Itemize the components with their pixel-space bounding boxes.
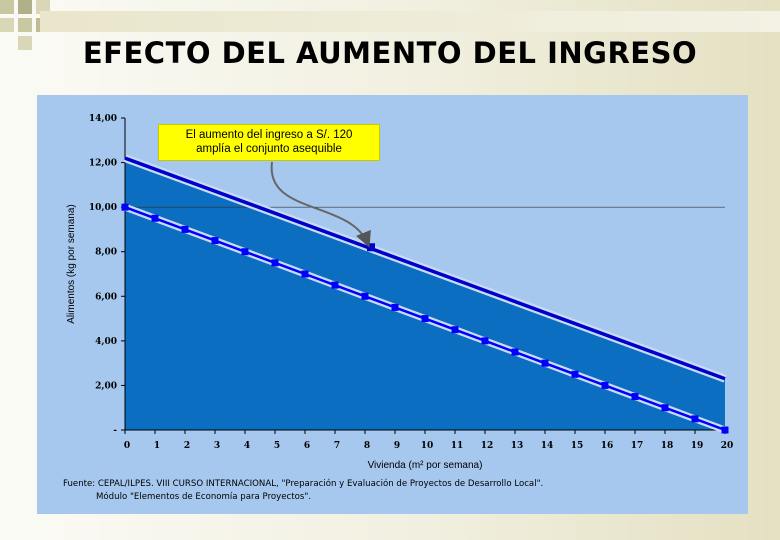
callout-text-line2: amplía el conjunto asequible (196, 143, 342, 155)
source-line-1: Fuente: CEPAL/ILPES. VIII CURSO INTERNAC… (63, 479, 544, 489)
x-tick-label: 7 (334, 441, 340, 451)
x-tick-label: 19 (691, 441, 704, 451)
data-point (541, 359, 549, 367)
data-point (271, 259, 279, 267)
y-tick-label: 2,00 (95, 381, 117, 391)
data-point (391, 303, 399, 311)
data-point (571, 370, 579, 378)
callout-text-line1: El aumento del ingreso a S/. 120 (185, 129, 353, 141)
data-point (421, 315, 429, 323)
x-tick-label: 5 (274, 441, 280, 451)
x-tick-label: 10 (421, 441, 434, 451)
x-tick-label: 12 (481, 441, 494, 451)
x-tick-label: 9 (394, 441, 400, 451)
data-point (511, 348, 519, 356)
source-line-2: Módulo "Elementos de Economía para Proye… (96, 492, 312, 502)
callout-arrow (270, 161, 371, 248)
data-point (121, 203, 129, 211)
y-tick-label: 14,00 (89, 114, 117, 124)
data-point (721, 426, 729, 434)
data-point (181, 225, 189, 233)
y-tick-label: 4,00 (95, 337, 117, 347)
data-point (241, 248, 249, 256)
x-tick-label: 11 (451, 441, 464, 451)
x-tick-label: 1 (154, 441, 160, 451)
x-axis-label: Vivienda (m² por semana) (368, 460, 483, 471)
new-budget-line (124, 156, 726, 381)
data-point (451, 326, 459, 334)
data-point (631, 393, 639, 401)
y-tick-label: 6,00 (95, 292, 117, 302)
data-point (331, 281, 339, 289)
y-tick-label: 12,00 (89, 159, 117, 169)
data-point (151, 214, 159, 222)
x-tick-label: 13 (511, 441, 524, 451)
x-tick-label: 4 (244, 441, 250, 451)
decorative-top-bar (40, 11, 780, 32)
annotation-point (367, 243, 375, 252)
y-tick-label: 10,00 (89, 203, 117, 213)
x-tick-label: 15 (571, 441, 584, 451)
x-tick-label: 16 (601, 441, 614, 451)
data-point (301, 270, 309, 278)
slide-title: EFECTO DEL AUMENTO DEL INGRESO (82, 36, 698, 70)
x-tick-label: 2 (184, 441, 190, 451)
x-tick-label: 17 (631, 441, 644, 451)
y-tick-label: 8,00 (95, 248, 117, 258)
x-tick-label: 0 (124, 441, 130, 451)
x-tick-label: 6 (304, 441, 310, 451)
data-point (691, 415, 699, 423)
x-tick-label: 20 (721, 441, 734, 451)
x-tick-label: 18 (661, 441, 674, 451)
x-tick-label: 3 (214, 441, 220, 451)
x-tick-label: 8 (364, 441, 370, 451)
data-point (601, 381, 609, 389)
source-note: Fuente: CEPAL/ILPES. VIII CURSO INTERNAC… (63, 478, 663, 504)
y-tick-label: - (113, 426, 117, 436)
y-axis-label: Alimentos (kg por semana) (66, 204, 77, 324)
callout-box: El aumento del ingreso a S/. 120 amplía … (158, 124, 380, 161)
data-point (481, 337, 489, 345)
x-tick-label: 14 (541, 441, 554, 451)
data-point (211, 237, 219, 245)
data-point (361, 292, 369, 300)
data-point (661, 404, 669, 412)
affordable-set-area (125, 158, 725, 430)
